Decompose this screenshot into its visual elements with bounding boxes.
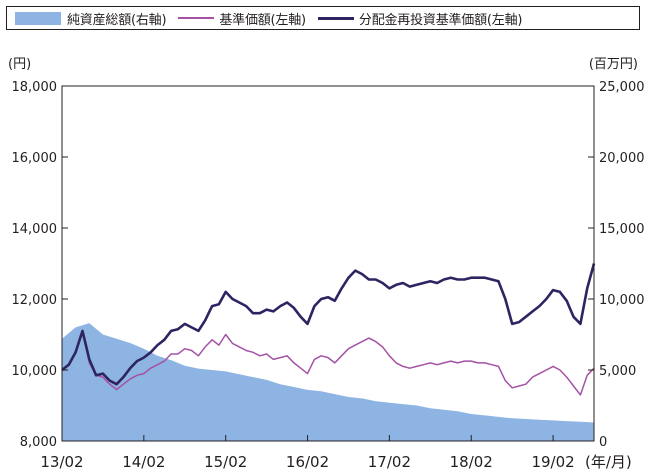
nav-lines-layer (61, 263, 596, 396)
right-axis-tick-label: 5,000 (599, 364, 636, 379)
x-axis-tick-label: 15/02 (204, 453, 247, 471)
x-axis-unit: (年/月) (585, 453, 632, 471)
net-assets-swatch (15, 11, 61, 25)
x-axis-tick-label: 17/02 (368, 453, 411, 471)
right-axis-tick-label: 15,000 (599, 222, 645, 237)
legend-label-reinvested-nav: 分配金再投資基準価額(左軸) (358, 12, 523, 28)
right-axis-tick-label: 25,000 (599, 80, 645, 95)
reinvested-nav-swatch (317, 16, 354, 20)
x-axis-tick-label: 13/02 (40, 453, 83, 471)
nav-line (61, 330, 595, 396)
left-axis-tick-label: 8,000 (20, 435, 57, 450)
x-axis-tick-label: 16/02 (286, 453, 329, 471)
reinvested-nav-line (61, 263, 596, 386)
right-axis-tick-label: 20,000 (599, 151, 645, 166)
legend-label-net-assets: 純資産総額(右軸) (67, 12, 167, 28)
left-axis-tick-label: 12,000 (12, 293, 58, 308)
legend-item-reinvested-nav: 分配金再投資基準価額(左軸) (306, 9, 522, 28)
net-assets-area-layer (62, 323, 594, 441)
net-assets-area (62, 323, 594, 441)
left-axis-unit: (円) (8, 57, 31, 72)
right-axis-unit: (百万円) (589, 57, 638, 72)
right-axis-tick-label: 10,000 (599, 293, 645, 308)
left-axis-tick-label: 14,000 (12, 222, 58, 237)
plot-frame (61, 85, 595, 442)
left-axis-tick-label: 10,000 (12, 364, 58, 379)
legend-item-net-assets: 純資産総額(右軸) (7, 9, 167, 28)
legend-label-nav: 基準価額(左軸) (219, 12, 306, 28)
left-axis-tick-label: 16,000 (12, 151, 58, 166)
right-axis-tick-label: 0 (599, 435, 607, 450)
x-axis-tick-label: 18/02 (450, 453, 493, 471)
left-axis-tick-label: 18,000 (12, 80, 58, 95)
chart-legend: 純資産総額(右軸) 基準価額(左軸) 分配金再投資基準価額(左軸) (6, 6, 640, 30)
legend-item-nav: 基準価額(左軸) (166, 9, 306, 28)
x-axis-tick-label: 19/02 (531, 453, 574, 471)
x-axis-tick-label: 14/02 (122, 453, 165, 471)
axes-layer: 18,000 16,000 14,000 12,000 10,000 8,000 25,00… (12, 80, 645, 471)
nav-swatch (178, 17, 215, 19)
